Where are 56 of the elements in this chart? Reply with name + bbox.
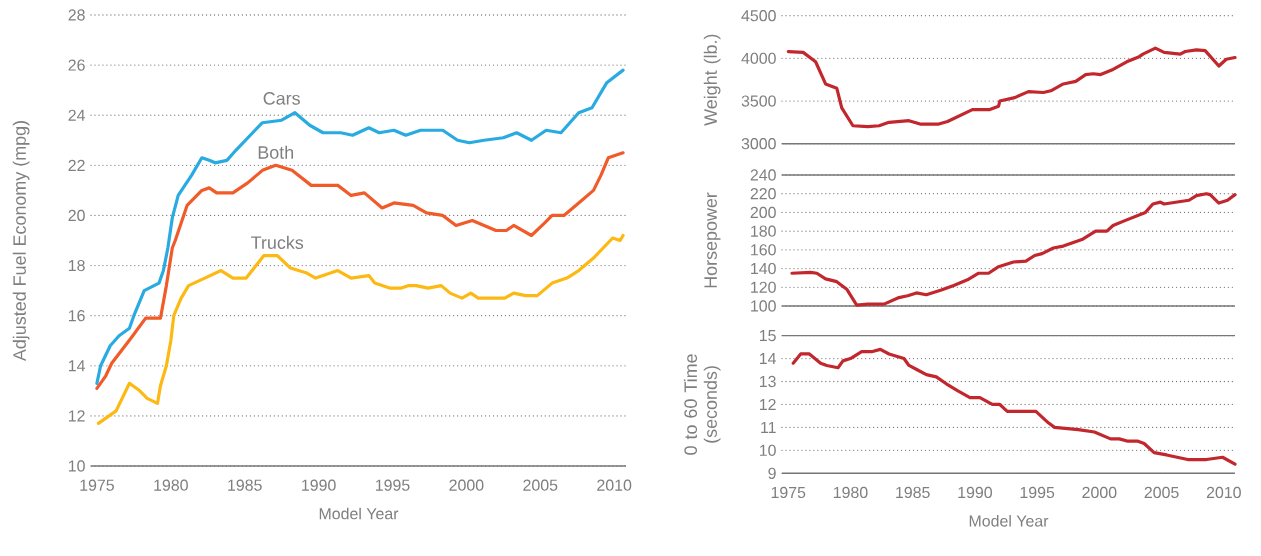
y-tick-label: 26 (68, 59, 85, 71)
line-series (95, 68, 625, 385)
x-tick-label: 2010 (1206, 486, 1241, 499)
y-tick-label: 160 (751, 244, 776, 256)
y-tick-label: 100 (751, 300, 776, 312)
x-tick-label: 2010 (597, 479, 632, 491)
y-tick-label: 140 (751, 262, 776, 275)
series-label: Cars (263, 92, 300, 105)
y-tick-label: 9 (768, 467, 776, 479)
y-tick-label: 3500 (741, 95, 776, 107)
x-axis-title: Model Year (319, 507, 399, 520)
y-tick-label: 16 (68, 310, 85, 322)
y-tick-label: 4000 (741, 52, 776, 65)
y-tick-label: 12 (759, 398, 776, 411)
x-axis-title: Model Year (969, 514, 1049, 527)
x-tick-label: 1995 (375, 479, 410, 491)
y-tick-label: 200 (750, 206, 776, 219)
y-tick-label: 20 (68, 209, 85, 222)
y-tick-label: 28 (68, 9, 85, 21)
series-label: Trucks (251, 235, 304, 250)
x-tick-label: 1990 (958, 486, 992, 499)
y-tick-label: 18 (68, 259, 85, 272)
y-tick-label: 120 (751, 281, 776, 293)
series-label: Both (258, 145, 294, 159)
y-tick-label: 12 (68, 410, 85, 422)
line-series (790, 192, 1237, 307)
x-tick-label: 1990 (302, 479, 336, 491)
y-tick-label: 13 (759, 375, 776, 388)
y-tick-label: 15 (759, 330, 776, 342)
y-axis-title: 0 to 60 Time (seconds) (683, 354, 721, 455)
x-tick-label: 1985 (228, 479, 262, 491)
x-tick-label: 1975 (80, 479, 114, 491)
y-tick-label: 3000 (741, 138, 776, 150)
x-tick-label: 2000 (449, 479, 484, 491)
y-tick-label: 220 (750, 188, 776, 200)
y-tick-label: 11 (761, 421, 776, 433)
x-tick-label: 1980 (833, 486, 868, 499)
y-tick-label: 14 (68, 360, 85, 372)
x-tick-label: 2005 (523, 479, 558, 491)
x-tick-label: 1975 (771, 486, 806, 499)
y-tick-label: 10 (68, 460, 85, 472)
x-tick-label: 1985 (896, 486, 930, 499)
x-tick-label: 1995 (1020, 486, 1055, 499)
y-tick-label: 4500 (741, 10, 776, 22)
x-tick-label: 2000 (1082, 486, 1117, 499)
y-axis-title: Horsepower (704, 192, 721, 288)
y-tick-label: 240 (750, 169, 776, 181)
x-tick-label: 2005 (1144, 486, 1179, 499)
y-axis-title: Weight (lb.) (703, 34, 721, 126)
x-tick-label: 1980 (154, 479, 188, 491)
y-axis-title: Adjusted Fuel Economy (mpg) (12, 121, 30, 362)
y-tick-label: 180 (751, 225, 776, 237)
y-tick-label: 24 (68, 109, 85, 121)
y-tick-label: 10 (759, 444, 776, 456)
y-tick-label: 22 (68, 159, 85, 171)
y-tick-label: 14 (759, 353, 777, 365)
